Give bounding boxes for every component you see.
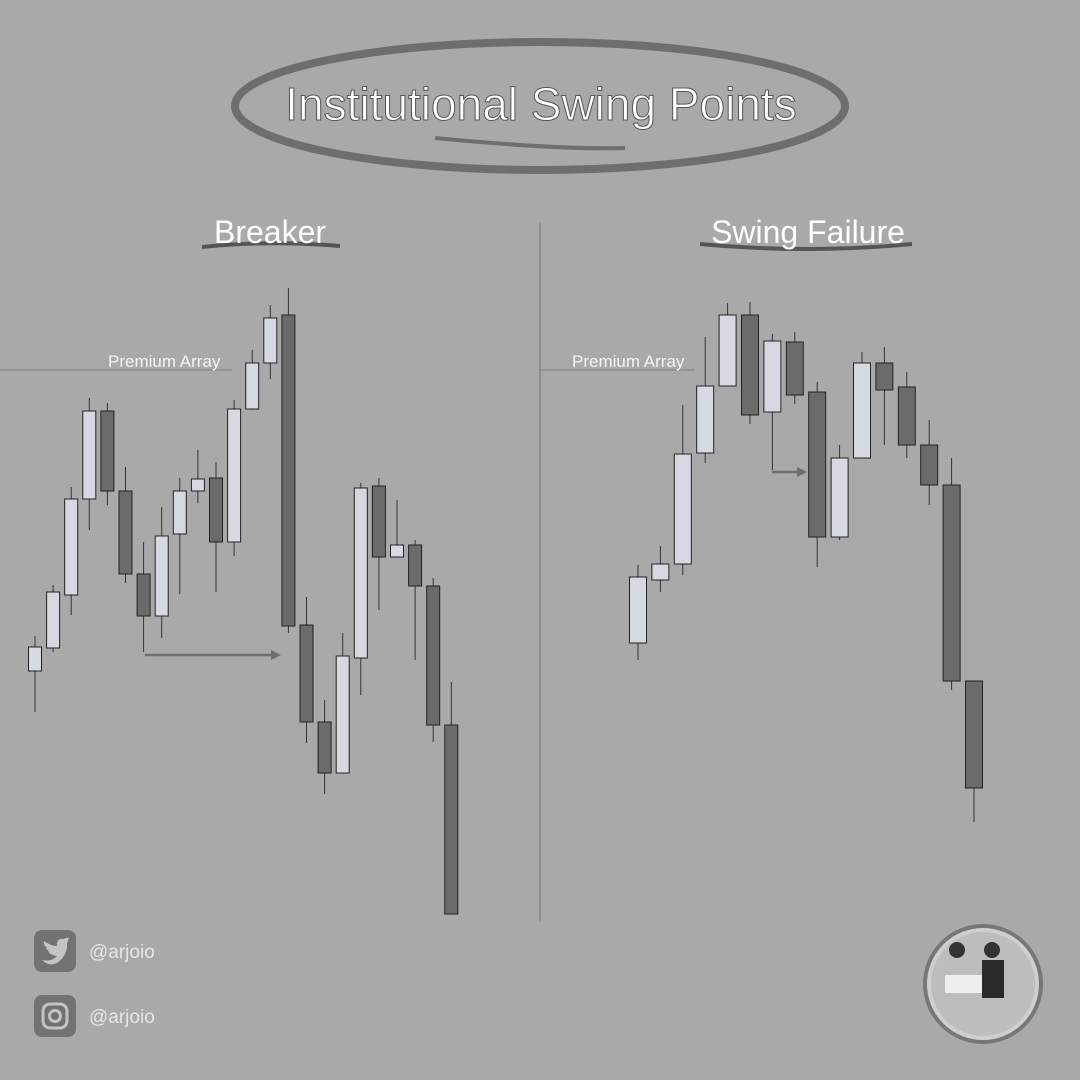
candle-body <box>353 487 368 659</box>
candle-body <box>853 362 871 459</box>
twitter-handle: @arjoio <box>89 942 155 963</box>
avatar-figure <box>982 960 1004 998</box>
candle-body <box>281 314 296 627</box>
instagram-icon <box>34 995 76 1037</box>
candle-body <box>965 680 983 789</box>
candle-body <box>172 490 187 535</box>
instagram-handle: @arjoio <box>89 1007 155 1028</box>
candle-body <box>696 385 715 454</box>
instagram-frame <box>41 1002 69 1030</box>
underline <box>699 242 913 251</box>
candle-body <box>317 721 332 774</box>
avatar-table <box>945 975 985 993</box>
candle-body <box>82 410 97 500</box>
candle-body <box>651 563 670 581</box>
chart-title: Swing Failure <box>711 214 905 250</box>
candle-body <box>335 655 350 774</box>
candle-body <box>118 490 133 575</box>
candle-body <box>46 591 61 649</box>
candle-body <box>227 408 242 543</box>
candle-body <box>100 410 115 492</box>
candle-body <box>390 544 404 558</box>
candle-body <box>190 478 205 492</box>
candle-body <box>136 573 151 617</box>
candle-body <box>299 624 314 723</box>
avatar-figure <box>984 942 1000 958</box>
candle-body <box>673 453 692 565</box>
candle-body <box>28 646 42 672</box>
candle-body <box>245 362 260 410</box>
candle-body <box>741 314 759 416</box>
candle-body <box>426 585 441 726</box>
candle-body <box>718 314 737 387</box>
instagram-lens <box>48 1009 62 1023</box>
candle-body <box>209 477 223 543</box>
title-ellipse <box>231 38 849 174</box>
candle-body <box>920 444 939 486</box>
candle-body <box>897 386 916 446</box>
candle-body <box>444 724 459 915</box>
underline <box>201 241 341 249</box>
candle-body <box>263 317 278 364</box>
candle-body <box>830 457 849 538</box>
candle-body <box>371 485 386 558</box>
title: Institutional Swing Points <box>285 78 796 130</box>
arrow-head <box>271 650 281 660</box>
candle-body <box>629 576 647 644</box>
candle-body <box>408 544 423 587</box>
charts: Breaker Premium Array Swing Failure Premium… <box>0 214 983 915</box>
candle-body <box>763 340 782 413</box>
arrow-head <box>797 467 807 477</box>
candle-body <box>785 341 804 396</box>
chart-title: Breaker <box>214 214 326 250</box>
avatar-figure <box>949 942 965 958</box>
candle-body <box>154 535 169 617</box>
premium-label: Premium Array <box>572 352 685 371</box>
candle-body <box>808 391 827 538</box>
premium-label: Premium Array <box>108 352 221 371</box>
candle-body <box>64 498 79 596</box>
candle-body <box>942 484 961 682</box>
candle-body <box>875 362 894 391</box>
title-swoosh <box>434 136 626 151</box>
twitter-bird <box>42 937 69 965</box>
